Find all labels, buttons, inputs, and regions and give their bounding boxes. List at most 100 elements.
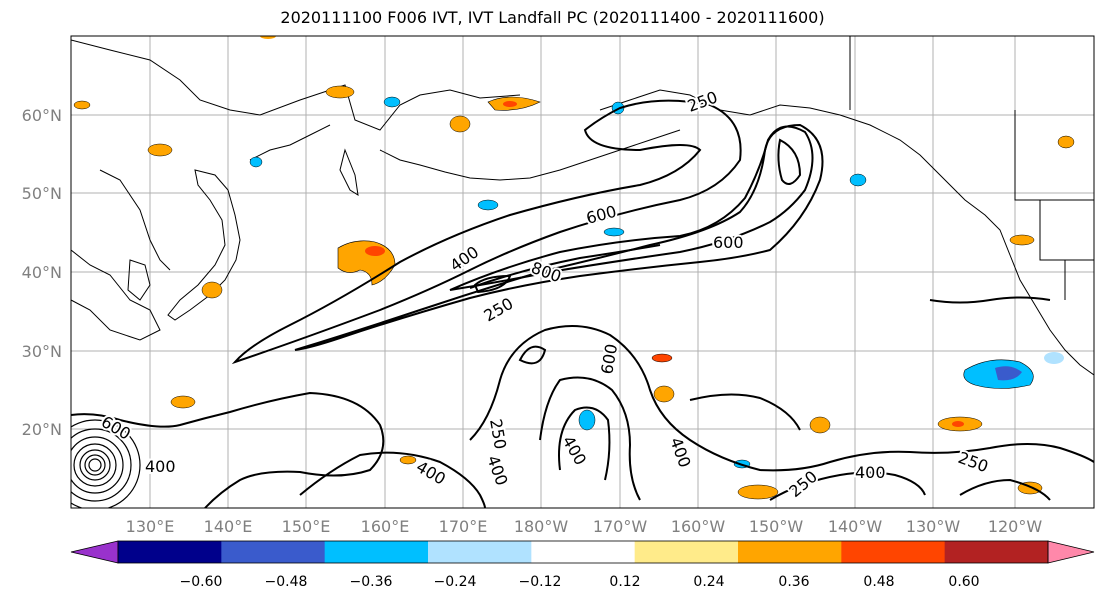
north-america-border [849,36,1094,300]
lat-label: 40°N [22,263,62,282]
negative-patch [849,173,867,187]
colorbar-tick-label: 0.12 [609,574,640,590]
positive-patch [325,85,355,99]
contour-line [769,471,926,501]
colorbar-border [117,540,1049,564]
contour-line [469,325,1094,472]
colorbar-segment [531,541,636,563]
lat-label: 20°N [22,420,62,439]
contour-label: 400 [855,463,886,482]
contour-line [929,296,1051,304]
colorbar-tick-label: 0.48 [863,574,894,590]
typhoon-contours [71,419,141,508]
longitude-labels: 130°E 140°E 150°E 160°E 170°E 180°W 170°… [126,517,1043,536]
lon-label: 160°E [361,517,410,536]
colorbar-extend-min [70,540,119,564]
lat-label: 30°N [22,342,62,361]
contour-line [294,123,824,351]
colorbar-segment [118,541,222,563]
colorbar-tick-label: −0.60 [180,574,223,590]
colorbar-segment [221,541,326,563]
positive-patch [503,101,517,107]
contour-line [518,345,547,365]
contour-line [231,99,742,365]
aleutian-islands [379,129,681,181]
lon-label: 150°E [282,517,331,536]
ivt-contours [71,99,1094,508]
korea-coastline [127,259,151,301]
asia-coastline [71,39,521,341]
colorbar-tick-labels: −0.60 −0.48 −0.36 −0.24 −0.12 0.12 0.24 … [180,574,980,590]
contour-line [777,138,802,185]
lon-label: 120°W [988,517,1043,536]
colorbar [70,540,1095,564]
plot-frame [70,35,1095,509]
lon-label: 130°W [906,517,961,536]
positive-patch [651,353,673,363]
positive-patch [737,484,779,500]
contour-label: 400 [145,457,176,476]
negative-patch [578,409,596,431]
lat-label: 60°N [22,106,62,125]
lon-label: 130°E [126,517,175,536]
japan-coastline [167,169,241,321]
contour-label: 600 [597,342,621,375]
colorbar-segment [428,541,532,563]
positive-patch [73,100,91,110]
colorbar-segment [944,541,1049,563]
lon-label: 140°W [828,517,883,536]
positive-patch [399,455,417,465]
colorbar-tick-label: −0.36 [350,574,393,590]
negative-patch [383,96,401,108]
negative-patch [603,227,625,237]
colorbar-tick-label: 0.36 [778,574,809,590]
positive-patch [1057,135,1075,149]
negative-anomaly-patches [249,96,1064,469]
colorbar-segment [841,541,946,563]
positive-patch [952,421,964,427]
lat-label: 50°N [22,184,62,203]
positive-patch [653,385,675,403]
latitude-labels: 60°N 50°N 40°N 30°N 20°N [22,106,62,439]
colorbar-tick-label: −0.24 [434,574,477,590]
positive-patch [201,281,223,299]
coastlines [71,36,1094,376]
kamchatka-coastline [339,148,359,196]
contour-line [689,393,801,431]
contour-line [558,406,611,481]
lon-label: 140°E [204,517,253,536]
contour-line [449,125,814,291]
contour-line [959,478,1051,501]
colorbar-tick-label: −0.12 [519,574,562,590]
positive-patch [260,36,276,39]
positive-patch [170,395,196,409]
contour-line [71,391,385,508]
map-title: 2020111100 F006 IVT, IVT Landfall PC (20… [280,8,825,27]
colorbar-segment [738,541,842,563]
negative-patch [1044,352,1064,364]
colorbar-tick-label: 0.24 [693,574,724,590]
positive-patch [365,246,385,256]
lon-label: 160°W [671,517,726,536]
contour-line [473,274,512,294]
lon-label: 150°W [749,517,804,536]
colorbar-extend-max [1047,540,1095,564]
colorbar-segment [324,541,429,563]
contour-line [539,376,641,501]
colorbar-segment [634,541,739,563]
contour-label: 600 [713,233,744,252]
contour-line [299,451,486,508]
contour-line [469,244,661,289]
positive-patch [809,416,831,434]
lon-label: 170°W [593,517,648,536]
positive-patch [147,143,173,157]
negative-patch [995,366,1022,381]
positive-patch [449,115,471,133]
lon-label: 180°W [514,517,569,536]
colorbar-tick-label: −0.48 [265,574,308,590]
positive-patch [1009,234,1035,246]
lon-label: 170°E [439,517,488,536]
kuril-islands [249,124,331,161]
contour-label: 250 [486,417,510,450]
